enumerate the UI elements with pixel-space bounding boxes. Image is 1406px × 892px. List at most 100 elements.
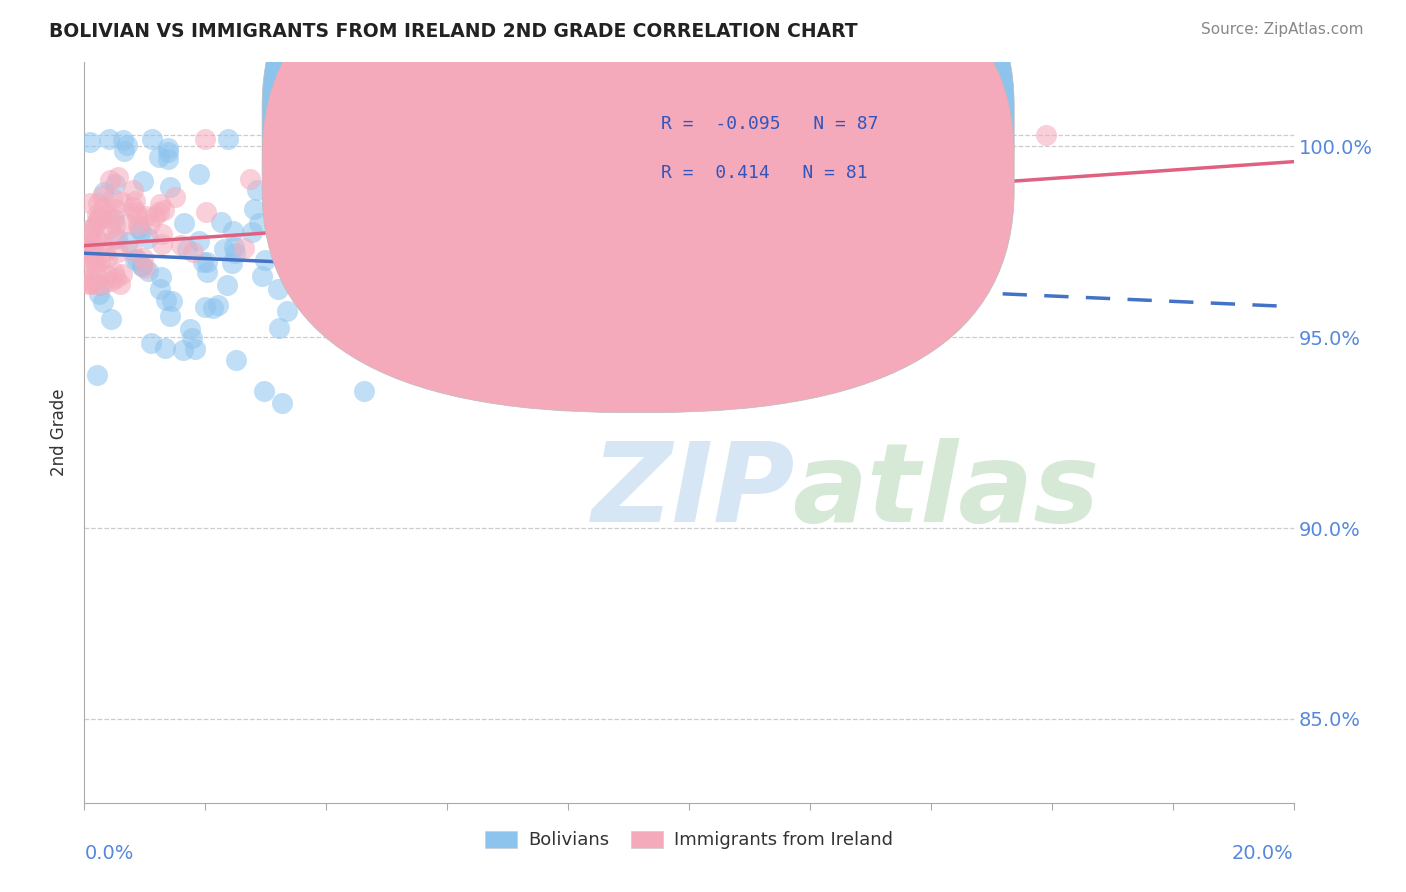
Point — [98, 221, 121, 235]
Point — [195, 265, 218, 279]
Point — [83, 266, 105, 280]
Point — [105, 271, 128, 285]
Point — [79, 227, 101, 241]
Point — [84, 277, 107, 291]
FancyBboxPatch shape — [605, 88, 912, 211]
Point — [270, 396, 292, 410]
Point — [79, 239, 101, 253]
Point — [267, 282, 290, 296]
Point — [79, 242, 101, 256]
Point — [352, 246, 374, 260]
Point — [157, 141, 180, 155]
Point — [93, 185, 115, 199]
Point — [79, 248, 101, 262]
Point — [105, 231, 128, 245]
Point — [132, 174, 155, 188]
Point — [101, 190, 124, 204]
Point — [124, 253, 146, 268]
Y-axis label: 2nd Grade: 2nd Grade — [51, 389, 69, 476]
Point — [143, 209, 166, 223]
Point — [93, 245, 115, 260]
Point — [89, 278, 111, 293]
Point — [87, 286, 110, 301]
Point — [79, 226, 101, 240]
Text: ZIP: ZIP — [592, 438, 796, 545]
Point — [353, 384, 375, 398]
Text: R =  0.414   N = 81: R = 0.414 N = 81 — [661, 164, 868, 182]
Point — [221, 223, 243, 237]
Point — [100, 274, 122, 288]
Point — [141, 132, 163, 146]
Point — [188, 234, 211, 248]
Point — [87, 213, 110, 227]
Point — [122, 183, 145, 197]
Point — [269, 320, 291, 334]
Point — [125, 252, 148, 266]
Point — [89, 211, 111, 225]
Point — [201, 301, 224, 315]
Point — [276, 304, 298, 318]
Point — [179, 322, 201, 336]
Point — [243, 202, 266, 216]
Point — [217, 278, 239, 293]
Point — [135, 209, 157, 223]
Text: 0.0%: 0.0% — [84, 844, 134, 863]
Point — [86, 214, 108, 228]
Point — [401, 183, 423, 197]
Point — [79, 244, 101, 259]
Point — [148, 150, 170, 164]
Point — [266, 213, 288, 227]
Point — [114, 217, 136, 231]
Point — [188, 167, 211, 181]
Point — [86, 195, 108, 210]
Point — [207, 298, 229, 312]
Point — [291, 176, 314, 190]
Point — [107, 245, 129, 260]
Point — [153, 202, 176, 217]
Point — [79, 196, 101, 211]
Point — [131, 260, 153, 274]
Point — [247, 216, 270, 230]
Point — [156, 145, 179, 159]
Point — [136, 264, 159, 278]
Point — [193, 254, 215, 268]
Point — [184, 343, 207, 357]
Text: 20.0%: 20.0% — [1232, 844, 1294, 863]
Point — [194, 132, 217, 146]
Point — [122, 201, 145, 215]
Point — [84, 259, 107, 273]
Point — [465, 206, 488, 220]
Point — [79, 275, 101, 289]
Point — [224, 246, 246, 260]
Point — [83, 219, 105, 234]
Point — [96, 251, 118, 265]
Point — [79, 277, 101, 291]
Text: R =  -0.095   N = 87: R = -0.095 N = 87 — [661, 115, 879, 133]
Point — [360, 319, 382, 334]
Point — [139, 217, 162, 231]
Point — [150, 236, 173, 251]
Point — [225, 353, 247, 368]
Point — [246, 183, 269, 197]
Point — [86, 368, 108, 382]
Point — [91, 277, 114, 291]
Point — [90, 236, 112, 251]
Point — [96, 268, 118, 282]
Point — [111, 194, 134, 209]
Point — [240, 226, 263, 240]
Point — [103, 264, 125, 278]
Point — [194, 300, 217, 314]
Text: Source: ZipAtlas.com: Source: ZipAtlas.com — [1201, 22, 1364, 37]
Point — [377, 314, 399, 328]
Point — [239, 172, 262, 186]
Point — [222, 240, 245, 254]
Point — [104, 219, 127, 233]
Point — [91, 201, 114, 215]
Point — [83, 235, 105, 250]
FancyBboxPatch shape — [262, 0, 1014, 413]
Point — [115, 138, 138, 153]
Point — [194, 204, 217, 219]
Point — [127, 219, 149, 233]
Point — [150, 270, 173, 285]
Point — [89, 253, 111, 268]
